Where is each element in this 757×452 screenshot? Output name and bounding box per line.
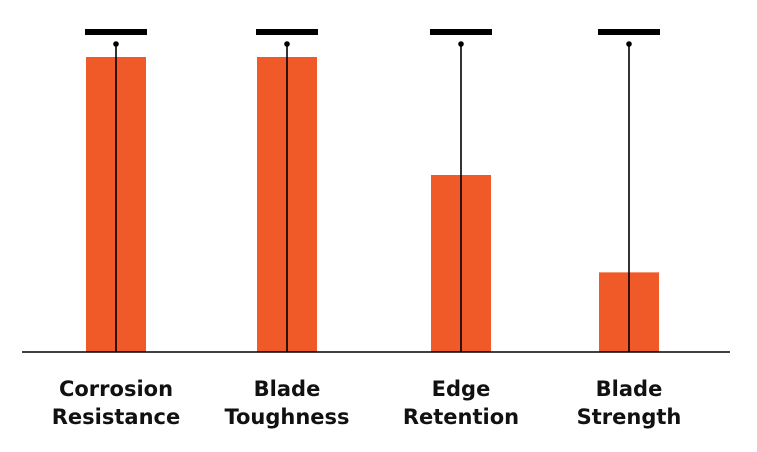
max-marker-3 <box>598 29 660 35</box>
category-label-0-line-0: Corrosion <box>59 377 173 401</box>
indicator-dot-2 <box>458 41 464 47</box>
category-label-2-line-0: Edge <box>432 377 491 401</box>
category-label-3-line-1: Strength <box>577 405 682 429</box>
category-label-0-line-1: Resistance <box>52 405 180 429</box>
category-labels: Corrosion Resistance Blade Toughness Edge Ret… <box>52 377 682 429</box>
category-label-1-line-0: Blade <box>254 377 321 401</box>
indicator-dot-1 <box>284 41 290 47</box>
bars-layer <box>86 57 659 352</box>
max-marker-0 <box>85 29 147 35</box>
category-label-2-line-1: Retention <box>403 405 519 429</box>
indicator-layer <box>85 29 660 352</box>
max-marker-2 <box>430 29 492 35</box>
category-label-1-line-1: Toughness <box>224 405 349 429</box>
category-label-3-line-0: Blade <box>596 377 663 401</box>
max-marker-1 <box>256 29 318 35</box>
indicator-dot-3 <box>626 41 632 47</box>
indicator-dot-0 <box>113 41 119 47</box>
